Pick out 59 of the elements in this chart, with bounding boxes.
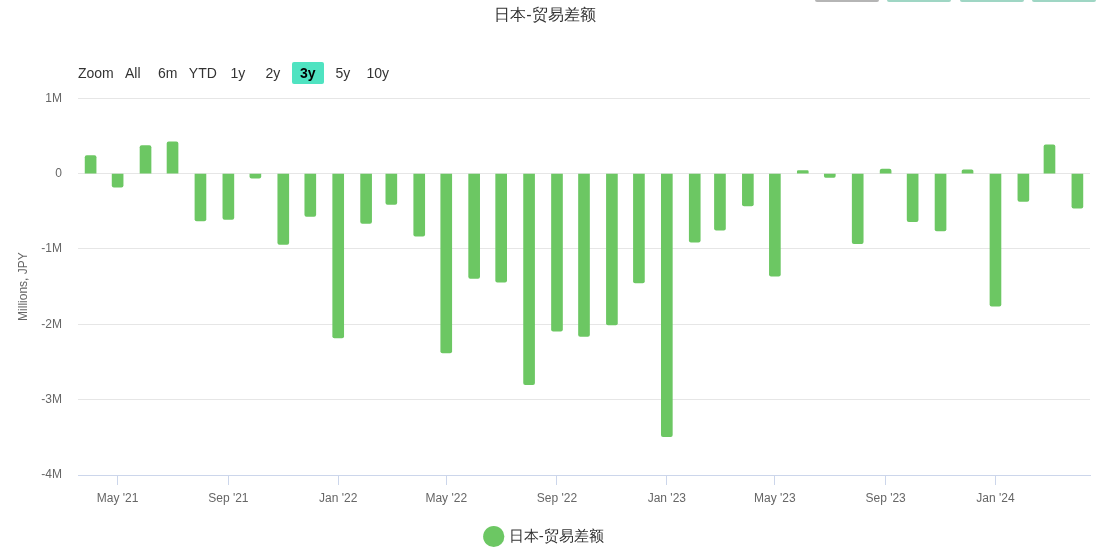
y-tick-label: -1M (41, 241, 62, 256)
bar (523, 173, 535, 385)
x-tick-label: Sep '23 (865, 490, 907, 505)
bar (661, 173, 673, 437)
bar (222, 173, 235, 220)
bar (742, 173, 754, 207)
text: 6m (157, 64, 179, 83)
bar (332, 173, 345, 339)
y-axis-title: Millions, JPY (15, 252, 30, 321)
x-tick-label: Sep '21 (208, 490, 249, 505)
bar (304, 173, 317, 217)
bar (385, 173, 398, 205)
x-tick-label: May '23 (754, 490, 797, 505)
bar (139, 145, 152, 174)
bar (688, 173, 701, 243)
bar (606, 173, 618, 326)
bar (194, 173, 207, 222)
text: Zoom (78, 64, 114, 83)
y-tick-label: 0 (55, 165, 63, 180)
text: All (124, 64, 142, 83)
text: 3y (291, 62, 324, 84)
bar (468, 173, 480, 279)
y-tick-label: 1M (45, 90, 62, 105)
text: 2y (264, 64, 282, 83)
x-tick-label: Sep '22 (536, 490, 578, 505)
x-tick-label: May '21 (96, 490, 139, 505)
bar (551, 173, 563, 332)
bar (360, 173, 372, 224)
x-tick-label: Jan '24 (976, 490, 1015, 505)
bar (934, 173, 947, 232)
bar (440, 173, 453, 354)
y-tick-label: -3M (41, 391, 62, 406)
bar (769, 173, 781, 277)
bar (906, 173, 919, 223)
y-tick-label: -2M (41, 316, 62, 331)
bar (1043, 144, 1056, 174)
x-tick-label: May '22 (425, 490, 468, 505)
bar (111, 173, 124, 188)
bar (989, 173, 1002, 307)
bar (714, 173, 726, 231)
text: 10y (365, 64, 391, 83)
bar (1071, 173, 1084, 209)
bar (84, 155, 97, 174)
bar (166, 141, 179, 174)
bar (1017, 173, 1030, 202)
bar (851, 173, 864, 244)
text: 1y (229, 64, 247, 83)
bar (413, 173, 426, 237)
chart-title: 日本-贸易差额 (494, 6, 596, 24)
bar (495, 173, 507, 283)
bar (633, 173, 645, 284)
x-tick-label: Jan '22 (319, 490, 358, 505)
bar (578, 173, 590, 337)
x-tick-label: Jan '23 (647, 490, 687, 505)
legend-label: 日本-贸易差额 (508, 526, 604, 544)
text: YTD (187, 64, 218, 83)
bar (277, 173, 290, 245)
y-tick-label: -4M (41, 467, 62, 482)
text: 5y (334, 64, 352, 83)
